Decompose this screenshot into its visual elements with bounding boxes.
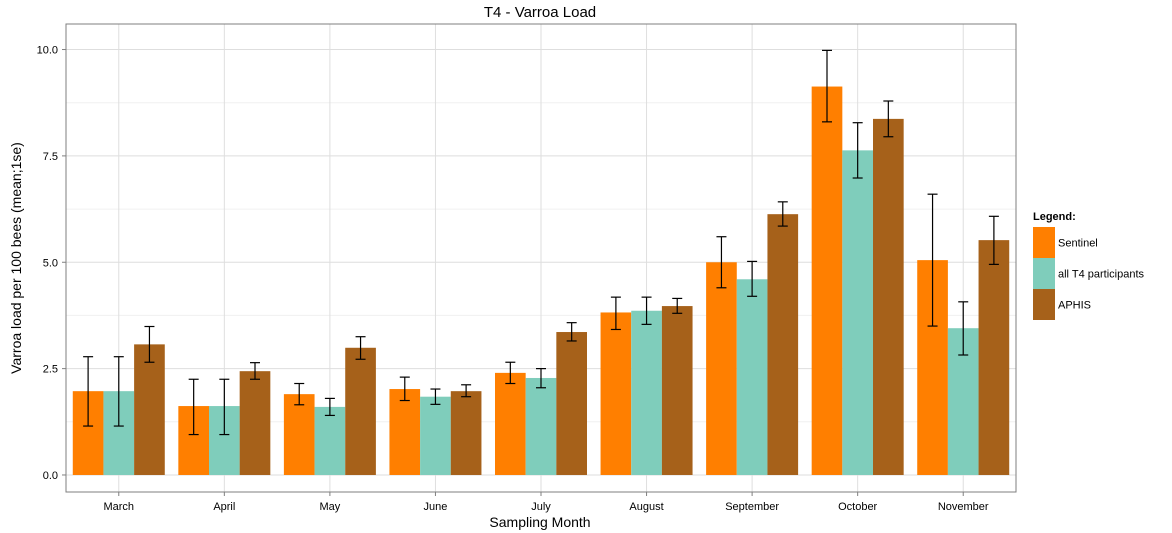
bar <box>842 150 873 475</box>
bar <box>283 394 315 475</box>
bar <box>811 86 843 475</box>
legend-key <box>1033 227 1055 258</box>
bar <box>450 391 482 475</box>
bar <box>631 310 662 475</box>
legend-key <box>1033 289 1055 320</box>
y-tick-label: 7.5 <box>43 151 58 163</box>
y-tick-label: 2.5 <box>43 364 58 376</box>
legend-label: APHIS <box>1058 300 1091 312</box>
legend: Legend: Sentinel all T4 participants APHIS <box>1033 211 1145 320</box>
x-tick-label: October <box>838 501 877 513</box>
bar <box>314 406 346 475</box>
legend-label: Sentinel <box>1058 238 1098 250</box>
bar <box>525 377 557 475</box>
x-axis-title: Sampling Month <box>489 514 590 530</box>
y-tick-label: 10.0 <box>37 45 58 57</box>
bar <box>420 396 451 475</box>
bar <box>978 240 1010 475</box>
bar <box>767 214 799 475</box>
bar <box>556 332 587 475</box>
bar <box>345 347 376 475</box>
bar <box>706 262 737 475</box>
x-tick-label: April <box>213 501 235 513</box>
y-tick-label: 0.0 <box>43 470 58 482</box>
legend-title: Legend: <box>1033 211 1076 223</box>
y-tick-label: 5.0 <box>43 257 58 269</box>
x-tick-label: June <box>424 501 448 513</box>
bar <box>600 312 632 475</box>
x-tick-label: July <box>531 501 551 513</box>
x-tick-label: November <box>938 501 989 513</box>
legend-key <box>1033 258 1055 289</box>
bar <box>736 279 768 475</box>
bar <box>661 306 693 475</box>
bar <box>873 118 904 475</box>
plot-area: 0.0 2.5 5.0 7.5 10.0 March April May June July Aug… <box>37 23 1017 513</box>
chart-title: T4 - Varroa Load <box>484 4 596 21</box>
x-tick-label: August <box>629 501 663 513</box>
x-tick-label: September <box>725 501 779 513</box>
x-tick-label: May <box>319 501 340 513</box>
x-tick-label: March <box>103 501 134 513</box>
bar <box>495 372 526 475</box>
bar <box>389 389 421 475</box>
y-axis-title: Varroa load per 100 bees (mean;1se) <box>8 142 24 374</box>
bar <box>239 371 271 475</box>
bar <box>134 344 165 475</box>
legend-label: all T4 participants <box>1058 269 1145 281</box>
